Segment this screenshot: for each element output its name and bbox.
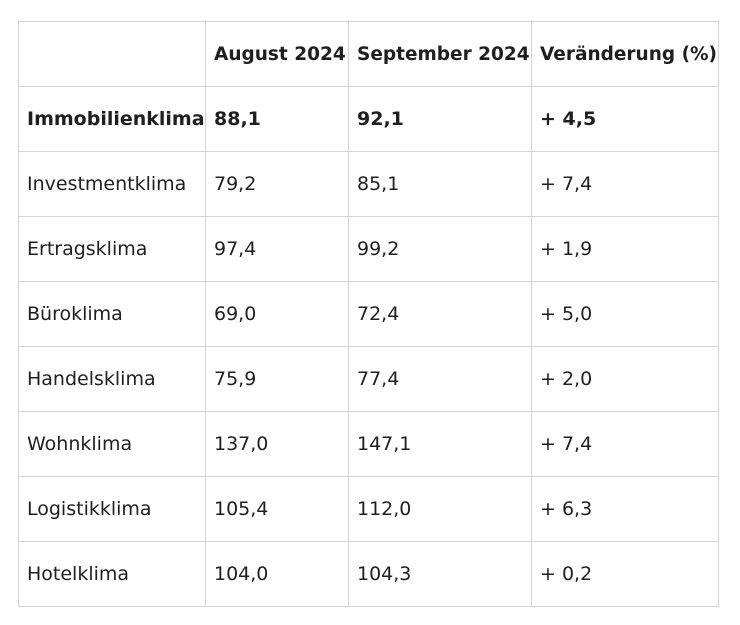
header-change-percent: Veränderung (%) (531, 21, 719, 87)
table-row: Büroklima 69,0 72,4 + 5,0 (18, 281, 719, 347)
table-header-row: August 2024 September 2024 Veränderung (… (18, 21, 719, 87)
table-row: Immobilienklima 88,1 92,1 + 4,5 (18, 86, 719, 152)
table-row: Hotelklima 104,0 104,3 + 0,2 (18, 541, 719, 607)
august-value: 75,9 (205, 346, 349, 412)
august-value: 97,4 (205, 216, 349, 282)
row-label: Wohnklima (18, 411, 206, 477)
table-row: Handelsklima 75,9 77,4 + 2,0 (18, 346, 719, 412)
september-value: 72,4 (348, 281, 532, 347)
change-value: + 0,2 (531, 541, 719, 607)
august-value: 69,0 (205, 281, 349, 347)
september-value: 104,3 (348, 541, 532, 607)
table-row: Logistikklima 105,4 112,0 + 6,3 (18, 476, 719, 542)
september-value: 92,1 (348, 86, 532, 152)
august-value: 79,2 (205, 151, 349, 217)
table-row: Ertragsklima 97,4 99,2 + 1,9 (18, 216, 719, 282)
header-september-2024: September 2024 (348, 21, 532, 87)
change-value: + 4,5 (531, 86, 719, 152)
september-value: 85,1 (348, 151, 532, 217)
header-empty-cell (18, 21, 206, 87)
row-label: Hotelklima (18, 541, 206, 607)
august-value: 88,1 (205, 86, 349, 152)
climate-index-table: August 2024 September 2024 Veränderung (… (18, 21, 719, 607)
row-label: Handelsklima (18, 346, 206, 412)
row-label: Büroklima (18, 281, 206, 347)
header-august-2024: August 2024 (205, 21, 349, 87)
change-value: + 6,3 (531, 476, 719, 542)
table-row: Investmentklima 79,2 85,1 + 7,4 (18, 151, 719, 217)
change-value: + 1,9 (531, 216, 719, 282)
row-label: Immobilienklima (18, 86, 206, 152)
change-value: + 7,4 (531, 411, 719, 477)
table-row: Wohnklima 137,0 147,1 + 7,4 (18, 411, 719, 477)
change-value: + 7,4 (531, 151, 719, 217)
row-label: Ertragsklima (18, 216, 206, 282)
september-value: 77,4 (348, 346, 532, 412)
september-value: 147,1 (348, 411, 532, 477)
september-value: 112,0 (348, 476, 532, 542)
august-value: 137,0 (205, 411, 349, 477)
change-value: + 5,0 (531, 281, 719, 347)
august-value: 104,0 (205, 541, 349, 607)
august-value: 105,4 (205, 476, 349, 542)
september-value: 99,2 (348, 216, 532, 282)
row-label: Investmentklima (18, 151, 206, 217)
row-label: Logistikklima (18, 476, 206, 542)
change-value: + 2,0 (531, 346, 719, 412)
data-table-container: August 2024 September 2024 Veränderung (… (18, 21, 719, 607)
